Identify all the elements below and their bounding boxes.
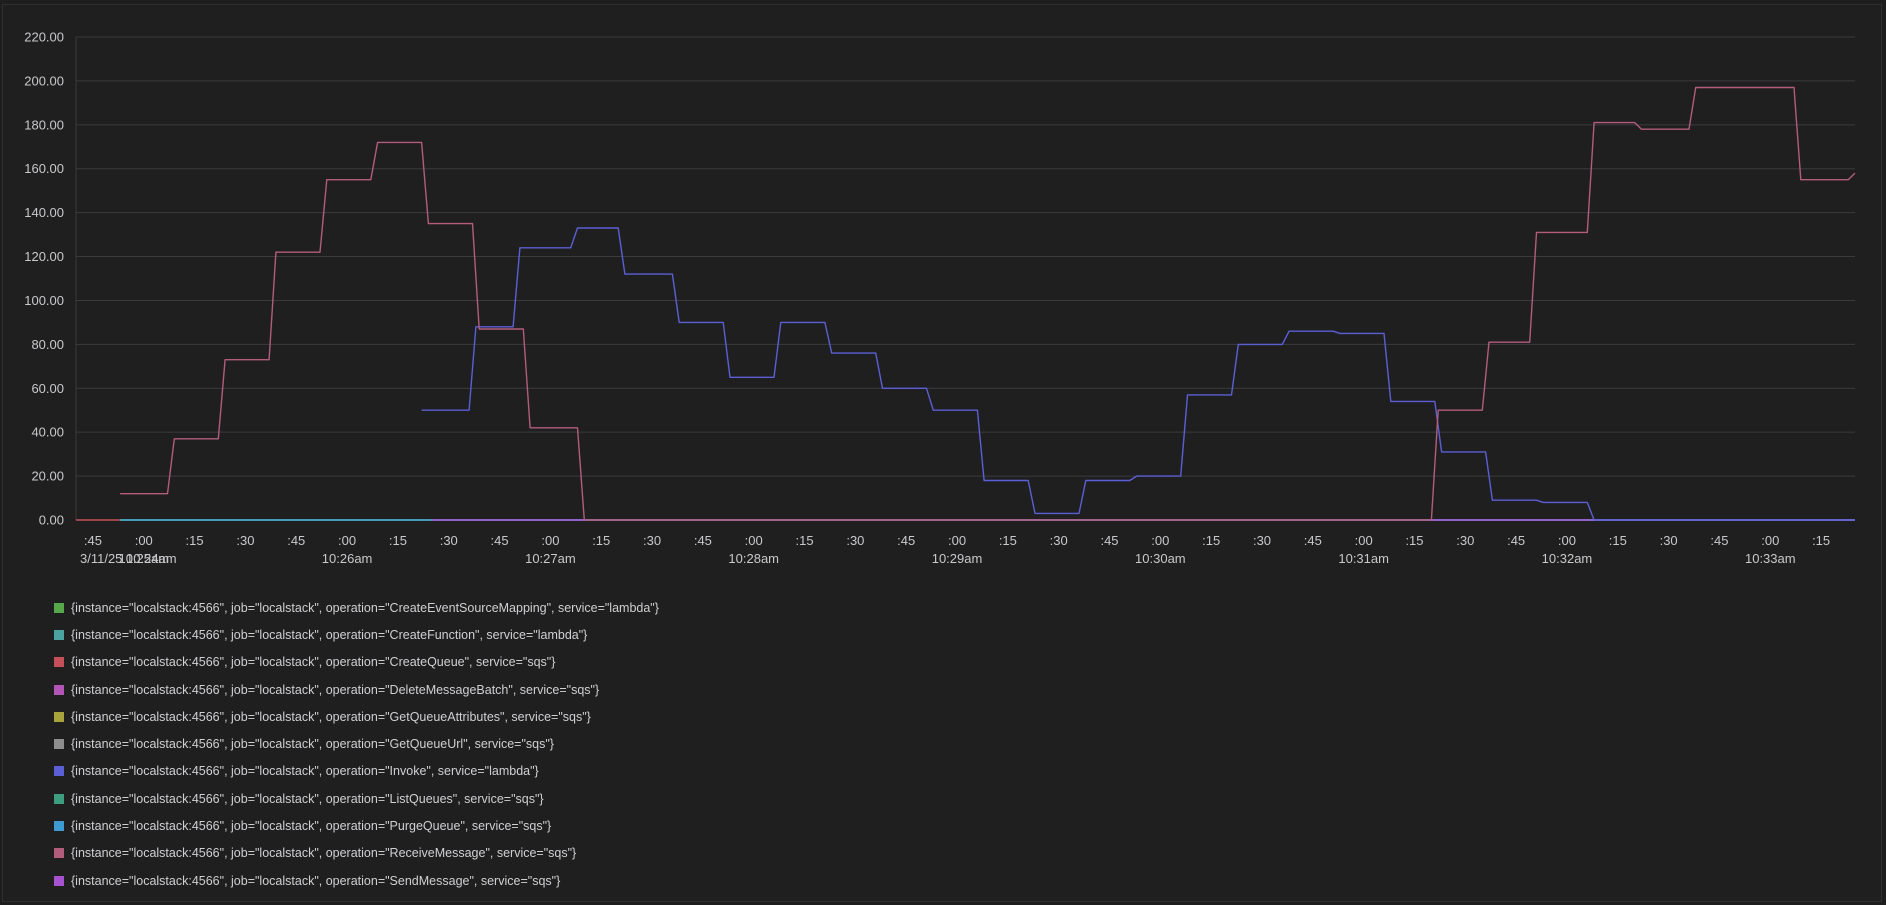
- x-tick-sublabel: 10:32am: [1542, 551, 1593, 566]
- x-tick-label: :45: [694, 533, 712, 548]
- legend-label: {instance="localstack:4566", job="locals…: [71, 764, 539, 779]
- x-tick-label: :45: [1304, 533, 1322, 548]
- x-start-label: 3/11/25 10:24am: [80, 551, 177, 566]
- time-series-chart: 0.00 20.00 40.00 60.00 80.00 100.00 120.00 140.…: [24, 30, 1856, 566]
- legend-item[interactable]: {instance="localstack:4566", job="locals…: [54, 758, 659, 785]
- x-tick-label: :00: [135, 533, 153, 548]
- x-tick-label: :30: [643, 533, 661, 548]
- y-tick-label: 120.00: [24, 249, 64, 264]
- x-tick-label: :45: [1507, 533, 1525, 548]
- graph-panel: [2, 4, 1882, 902]
- x-tick-label: :15: [999, 533, 1017, 548]
- series-line: [120, 86, 1856, 521]
- x-tick-label: :30: [1660, 533, 1678, 548]
- y-tick-label: 60.00: [31, 381, 64, 396]
- x-tick-label: :30: [1253, 533, 1271, 548]
- chart-grid: [75, 36, 1855, 521]
- legend-label: {instance="localstack:4566", job="locals…: [71, 682, 600, 697]
- legend-swatch: [54, 684, 64, 695]
- legend-swatch: [54, 875, 64, 886]
- x-tick-sublabel: 10:33am: [1745, 551, 1796, 566]
- legend-item[interactable]: {instance="localstack:4566", job="locals…: [54, 649, 659, 676]
- y-tick-label: 140.00: [24, 205, 64, 220]
- x-tick-sublabel: 10:25am: [118, 551, 169, 566]
- series-lines: [76, 86, 1856, 521]
- legend-label: {instance="localstack:4566", job="locals…: [71, 819, 552, 834]
- x-tick-label: :15: [1609, 533, 1627, 548]
- x-tick-sublabel: 10:27am: [525, 551, 576, 566]
- x-tick-label: :30: [1050, 533, 1068, 548]
- x-tick-label: :45: [84, 533, 102, 548]
- legend-label: {instance="localstack:4566", job="locals…: [71, 627, 588, 642]
- x-tick-label: :00: [1355, 533, 1373, 548]
- x-tick-label: :45: [491, 533, 509, 548]
- x-tick-label: :45: [1100, 533, 1118, 548]
- x-tick-label: :15: [1202, 533, 1220, 548]
- x-tick-label: :00: [1558, 533, 1576, 548]
- y-tick-label: 40.00: [31, 425, 64, 440]
- x-tick-label: :45: [897, 533, 915, 548]
- x-tick-sublabel: 10:26am: [322, 551, 373, 566]
- legend-swatch: [54, 739, 64, 750]
- y-axis: 0.00 20.00 40.00 60.00 80.00 100.00 120.00 140.…: [24, 30, 64, 528]
- legend-label: {instance="localstack:4566", job="locals…: [71, 600, 659, 615]
- legend-swatch: [54, 711, 64, 722]
- x-tick-label: :30: [1456, 533, 1474, 548]
- legend-label: {instance="localstack:4566", job="locals…: [71, 655, 556, 670]
- x-tick-label: :15: [186, 533, 204, 548]
- x-axis: :45 :00 10:25am :15 :30 :45 :00 10:26am :15 :30 :4…: [80, 533, 1830, 566]
- legend-item[interactable]: {instance="localstack:4566", job="locals…: [54, 785, 659, 812]
- legend-item[interactable]: {instance="localstack:4566", job="locals…: [54, 867, 659, 894]
- legend-label: {instance="localstack:4566", job="locals…: [71, 846, 577, 861]
- legend-label: {instance="localstack:4566", job="locals…: [71, 709, 591, 724]
- x-tick-sublabel: 10:29am: [932, 551, 983, 566]
- x-tick-sublabel: 10:28am: [728, 551, 779, 566]
- legend-label: {instance="localstack:4566", job="locals…: [71, 737, 554, 752]
- legend-item[interactable]: {instance="localstack:4566", job="locals…: [54, 812, 659, 839]
- legend-item[interactable]: {instance="localstack:4566", job="locals…: [54, 730, 659, 757]
- legend-item[interactable]: {instance="localstack:4566", job="locals…: [54, 703, 659, 730]
- y-tick-label: 200.00: [24, 73, 64, 88]
- x-tick-label: :30: [440, 533, 458, 548]
- x-tick-label: :15: [389, 533, 407, 548]
- x-tick-label: :15: [1405, 533, 1423, 548]
- legend-item[interactable]: {instance="localstack:4566", job="locals…: [54, 621, 659, 648]
- y-tick-label: 100.00: [24, 293, 64, 308]
- x-tick-label: :00: [338, 533, 356, 548]
- x-tick-label: :30: [846, 533, 864, 548]
- x-tick-label: :15: [1812, 533, 1830, 548]
- x-tick-label: :30: [236, 533, 254, 548]
- legend-swatch: [54, 657, 64, 668]
- x-tick-label: :45: [287, 533, 305, 548]
- legend-label: {instance="localstack:4566", job="locals…: [71, 873, 561, 888]
- legend-swatch: [54, 602, 64, 613]
- x-tick-label: :15: [796, 533, 814, 548]
- legend-swatch: [54, 793, 64, 804]
- x-tick-sublabel: 10:30am: [1135, 551, 1186, 566]
- legend-item[interactable]: {instance="localstack:4566", job="locals…: [54, 676, 659, 703]
- x-tick-label: :00: [541, 533, 559, 548]
- legend-label: {instance="localstack:4566", job="locals…: [71, 791, 544, 806]
- legend-swatch: [54, 766, 64, 777]
- chart-legend: {instance="localstack:4566", job="locals…: [54, 594, 659, 894]
- legend-item[interactable]: {instance="localstack:4566", job="locals…: [54, 594, 659, 621]
- y-tick-label: 160.00: [24, 161, 64, 176]
- legend-swatch: [54, 848, 64, 859]
- x-tick-label: :00: [948, 533, 966, 548]
- y-tick-label: 180.00: [24, 117, 64, 132]
- legend-item[interactable]: {instance="localstack:4566", job="locals…: [54, 840, 659, 867]
- x-tick-label: :00: [1151, 533, 1169, 548]
- legend-swatch: [54, 821, 64, 832]
- x-tick-label: :15: [592, 533, 610, 548]
- series-line: [421, 227, 1855, 521]
- y-tick-label: 80.00: [31, 337, 64, 352]
- x-tick-label: :00: [745, 533, 763, 548]
- x-tick-label: :45: [1710, 533, 1728, 548]
- y-tick-label: 0.00: [39, 513, 64, 528]
- x-tick-label: :00: [1761, 533, 1779, 548]
- y-tick-label: 20.00: [31, 469, 64, 484]
- legend-swatch: [54, 629, 64, 640]
- y-tick-label: 220.00: [24, 30, 64, 45]
- x-tick-sublabel: 10:31am: [1338, 551, 1389, 566]
